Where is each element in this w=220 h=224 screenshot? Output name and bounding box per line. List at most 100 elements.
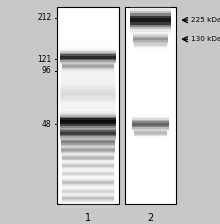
Bar <box>60 120 116 122</box>
Bar <box>60 89 116 92</box>
Bar <box>61 162 115 164</box>
Bar <box>61 153 115 154</box>
Bar <box>134 139 167 140</box>
Bar <box>62 194 114 195</box>
Bar <box>62 203 114 204</box>
Text: 121: 121 <box>37 55 52 64</box>
Bar <box>60 50 116 51</box>
Bar <box>134 132 167 133</box>
Bar <box>61 150 115 151</box>
Bar <box>62 166 114 167</box>
Bar <box>61 174 115 176</box>
Bar <box>61 108 115 109</box>
Bar <box>132 117 169 118</box>
Bar <box>61 169 115 171</box>
Bar <box>62 200 114 201</box>
Bar <box>60 106 116 108</box>
Bar <box>134 41 167 42</box>
Bar <box>62 163 114 164</box>
Bar <box>133 43 169 44</box>
Bar <box>62 158 114 159</box>
Bar <box>133 39 169 41</box>
Bar <box>62 193 114 194</box>
Bar <box>60 131 116 133</box>
Bar <box>62 189 114 190</box>
Bar <box>61 157 115 158</box>
Bar <box>130 18 171 20</box>
Bar <box>134 49 167 50</box>
Bar <box>60 122 116 124</box>
Bar <box>60 135 116 137</box>
Bar <box>60 48 116 50</box>
Bar <box>60 116 116 118</box>
Bar <box>62 62 114 63</box>
Bar <box>61 206 115 208</box>
Bar <box>62 72 114 73</box>
Bar <box>61 197 115 199</box>
Bar <box>132 123 169 124</box>
Bar <box>130 36 171 39</box>
Bar <box>60 136 116 138</box>
Bar <box>60 106 116 107</box>
Bar <box>61 133 115 134</box>
Bar <box>57 7 119 204</box>
Bar <box>60 126 116 128</box>
Bar <box>133 47 169 48</box>
Bar <box>62 69 114 70</box>
Bar <box>60 57 116 59</box>
Bar <box>132 118 169 120</box>
Bar <box>61 151 115 152</box>
Bar <box>60 120 116 122</box>
Bar <box>134 135 167 136</box>
Bar <box>62 60 114 61</box>
Bar <box>61 144 115 146</box>
Bar <box>60 130 116 132</box>
Bar <box>125 7 176 204</box>
Bar <box>134 136 167 138</box>
Bar <box>61 143 115 144</box>
Bar <box>61 78 115 80</box>
Bar <box>62 163 114 164</box>
Bar <box>62 159 114 160</box>
Bar <box>61 190 115 192</box>
Bar <box>62 153 114 154</box>
Bar <box>61 85 115 86</box>
Bar <box>62 169 114 170</box>
Bar <box>61 83 115 85</box>
Bar <box>62 169 114 170</box>
Bar <box>62 199 114 200</box>
Bar <box>61 180 115 181</box>
Text: 48: 48 <box>42 120 52 129</box>
Bar <box>61 120 115 122</box>
Text: 225 kDa: 225 kDa <box>191 17 220 23</box>
Bar <box>134 42 167 43</box>
Bar <box>61 86 115 88</box>
Bar <box>61 129 115 130</box>
Bar <box>62 175 114 176</box>
Bar <box>61 139 115 140</box>
Bar <box>61 125 115 127</box>
Bar <box>61 140 115 141</box>
Bar <box>132 126 169 127</box>
Bar <box>62 152 114 153</box>
Bar <box>134 50 167 51</box>
Bar <box>60 126 116 127</box>
Bar <box>62 68 114 69</box>
Bar <box>61 192 115 194</box>
Bar <box>62 173 114 174</box>
Bar <box>60 110 116 113</box>
Bar <box>62 168 114 169</box>
Bar <box>61 116 115 118</box>
Bar <box>62 182 114 183</box>
Bar <box>61 167 115 169</box>
Bar <box>133 38 169 39</box>
Bar <box>61 153 115 155</box>
Bar <box>61 113 115 115</box>
Bar <box>60 138 116 139</box>
Bar <box>61 144 115 146</box>
Bar <box>61 71 115 72</box>
Bar <box>62 196 114 197</box>
Bar <box>61 118 115 120</box>
Bar <box>62 195 114 196</box>
Bar <box>60 103 116 106</box>
